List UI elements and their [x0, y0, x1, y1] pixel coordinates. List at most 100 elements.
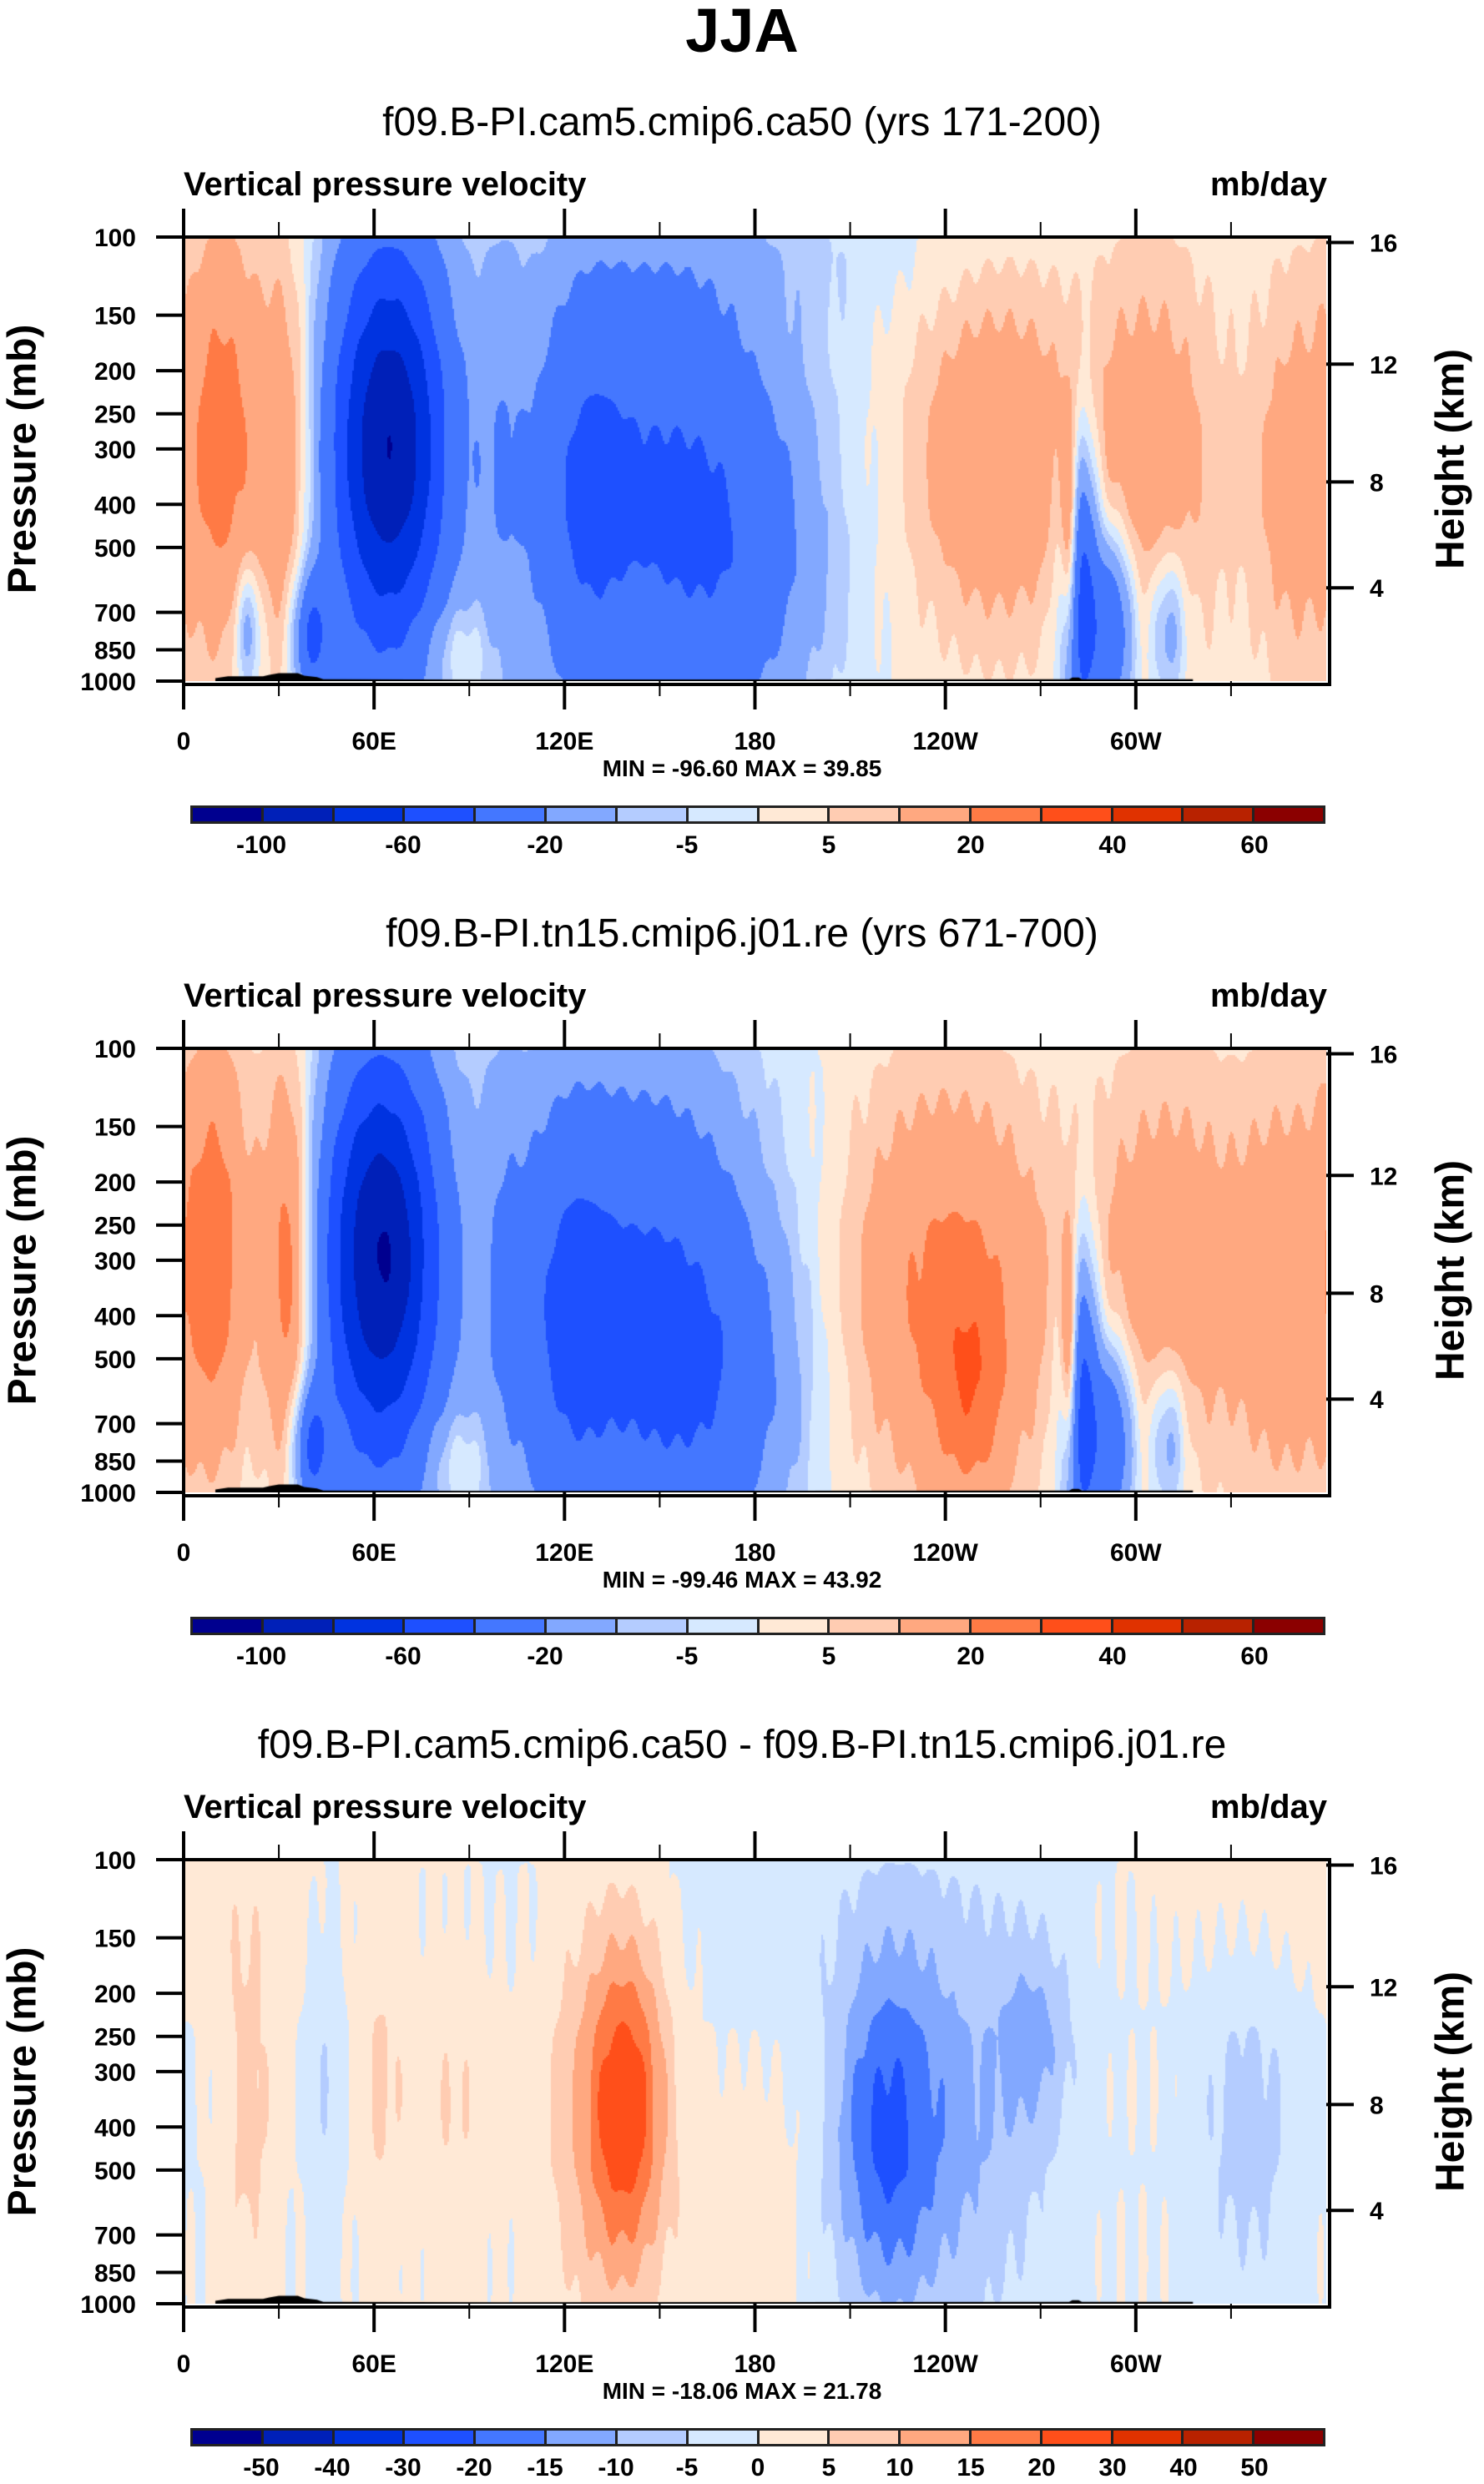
- colorbar-box: [971, 2431, 1042, 2444]
- axes: 0 60E 120E 180 120W 60W 100 150 200 250 300 400 500 7…: [1, 1020, 1473, 1567]
- colorbar-box: [193, 808, 264, 821]
- x-tick-label: 120E: [535, 728, 593, 755]
- units-label: mb/day: [1209, 1789, 1327, 1825]
- y-tick-label: 850: [94, 2259, 136, 2287]
- axes: 0 60E 120E 180 120W 60W 100 150 200 250 300 400 500 7…: [1, 209, 1473, 755]
- colorbar-box: [617, 2431, 689, 2444]
- colorbar-box: [617, 1619, 689, 1633]
- y-axis-title: Pressure (mb): [1, 1136, 45, 1406]
- colorbar-label: 30: [1098, 2454, 1127, 2481]
- x-tick-label: 0: [177, 2350, 191, 2378]
- chart-panel-3: f09.B-PI.cam5.cmip6.ca50 - f09.B-PI.tn15…: [0, 1623, 1484, 2481]
- colorbar-label: 20: [957, 831, 985, 859]
- colorbar-box: [547, 808, 618, 821]
- colorbar: [190, 805, 1325, 824]
- y-tick-label: 300: [94, 2059, 136, 2087]
- colorbar-label: 10: [886, 2454, 914, 2481]
- colorbar-box: [1113, 1619, 1184, 1633]
- chart-title: f09.B-PI.cam5.cmip6.ca50 (yrs 171-200): [382, 100, 1102, 144]
- x-tick-label: 60E: [351, 728, 396, 755]
- colorbar-box: [1254, 808, 1323, 821]
- colorbar-label: -50: [243, 2454, 280, 2481]
- colorbar-label: -20: [456, 2454, 492, 2481]
- y-right-tick-label: 4: [1370, 2198, 1384, 2225]
- contour-field: [184, 1048, 1326, 1492]
- colorbar-label: -100: [235, 1643, 287, 1670]
- y-right-tick-label: 12: [1370, 351, 1397, 379]
- y-tick-label: 500: [94, 2158, 136, 2185]
- x-tick-label: 60W: [1110, 1539, 1162, 1567]
- min-max-label: MIN = -96.60 MAX = 39.85: [602, 755, 882, 781]
- y-tick-label: 100: [94, 225, 136, 252]
- y-tick-label: 100: [94, 1847, 136, 1875]
- plot-area: 0 60E 120E 180 120W 60W 100 150 200 250 300 400 500 7…: [1, 1020, 1473, 1567]
- y-tick-label: 850: [94, 637, 136, 664]
- colorbar-label: 15: [957, 2454, 985, 2481]
- colorbar-box: [688, 1619, 760, 1633]
- colorbar-box: [405, 808, 477, 821]
- colorbar-box: [1184, 1619, 1255, 1633]
- y-tick-label: 300: [94, 437, 136, 464]
- y-tick-label: 400: [94, 492, 136, 519]
- colorbar-box: [1042, 1619, 1113, 1633]
- colorbar-box: [476, 808, 548, 821]
- plot-area: 0 60E 120E 180 120W 60W 100 150 200 250 300 400 500 7…: [1, 1831, 1473, 2378]
- y-tick-label: 100: [94, 1036, 136, 1063]
- y-right-tick-label: 16: [1370, 1042, 1397, 1069]
- x-tick-label: 180: [734, 728, 775, 755]
- colorbar-box: [901, 2431, 972, 2444]
- colorbar-box: [405, 1619, 477, 1633]
- colorbar-label: 60: [1240, 1643, 1269, 1670]
- colorbar-box: [334, 1619, 406, 1633]
- x-tick-label: 60E: [351, 1539, 396, 1567]
- colorbar-box: [830, 1619, 901, 1633]
- x-tick-label: 60E: [351, 2350, 396, 2378]
- y-tick-label: 500: [94, 1346, 136, 1374]
- colorbar-label: 40: [1098, 831, 1127, 859]
- colorbar-label: -5: [675, 2454, 699, 2481]
- colorbar-box: [263, 1619, 335, 1633]
- colorbar-box: [1254, 2431, 1323, 2444]
- colorbar-box: [971, 1619, 1042, 1633]
- y-tick-label: 150: [94, 1926, 136, 1953]
- colorbar-box: [547, 1619, 618, 1633]
- units-label: mb/day: [1209, 166, 1327, 203]
- x-tick-label: 60W: [1110, 728, 1162, 755]
- y-tick-label: 200: [94, 1981, 136, 2008]
- y-tick-label: 1000: [80, 669, 136, 696]
- y-right-tick-label: 8: [1370, 1280, 1384, 1308]
- colorbar-label: -30: [385, 2454, 421, 2481]
- y-right-tick-label: 8: [1370, 2092, 1384, 2119]
- x-tick-label: 60W: [1110, 2350, 1162, 2378]
- variable-name: Vertical pressure velocity: [184, 977, 587, 1014]
- y-axis-title: Pressure (mb): [1, 325, 45, 594]
- axes: 0 60E 120E 180 120W 60W 100 150 200 250 300 400 500 7…: [1, 1831, 1473, 2378]
- y-tick-label: 700: [94, 600, 136, 628]
- colorbar-label: -100: [235, 831, 287, 859]
- x-tick-label: 180: [734, 1539, 775, 1567]
- colorbar-label: 20: [1027, 2454, 1056, 2481]
- plot-area: 0 60E 120E 180 120W 60W 100 150 200 250 300 400 500 7…: [1, 209, 1473, 755]
- y-right-axis-title: Height (km): [1429, 1160, 1473, 1381]
- colorbar-box: [901, 1619, 972, 1633]
- y-tick-label: 400: [94, 1303, 136, 1330]
- colorbar-label: 0: [750, 2454, 765, 2481]
- y-right-axis-title: Height (km): [1429, 349, 1473, 569]
- colorbar-box: [193, 1619, 264, 1633]
- y-tick-label: 700: [94, 2223, 136, 2250]
- colorbar-box: [334, 2431, 406, 2444]
- colorbar-box: [617, 808, 689, 821]
- colorbar-label: 60: [1240, 831, 1269, 859]
- chart-panel-1: f09.B-PI.cam5.cmip6.ca50 (yrs 171-200) Ve…: [0, 0, 1484, 859]
- y-right-tick-label: 4: [1370, 575, 1384, 603]
- y-tick-label: 300: [94, 1248, 136, 1275]
- colorbar-box: [759, 1619, 830, 1633]
- colorbar-box: [688, 2431, 760, 2444]
- x-tick-label: 0: [177, 1539, 191, 1567]
- colorbar-box: [688, 808, 760, 821]
- colorbar-box: [476, 1619, 548, 1633]
- y-tick-label: 150: [94, 1114, 136, 1142]
- y-tick-label: 200: [94, 358, 136, 386]
- y-right-tick-label: 12: [1370, 1163, 1397, 1190]
- y-tick-label: 1000: [80, 2291, 136, 2319]
